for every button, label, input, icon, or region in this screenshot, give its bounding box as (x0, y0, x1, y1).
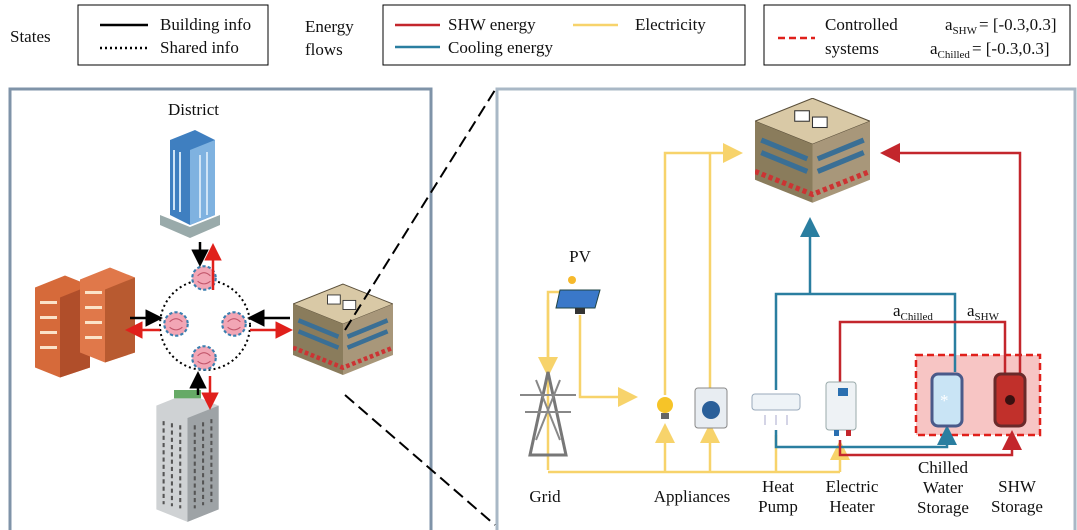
legend-title: Controlled (825, 15, 898, 34)
building-icon (35, 265, 135, 380)
device-label: Electric (826, 477, 879, 496)
device-label: Chilled (918, 458, 969, 477)
shw-flows (838, 143, 1022, 457)
device-label: Heat (762, 477, 794, 496)
device-label: Heater (829, 497, 875, 516)
device-icons: * (520, 276, 1027, 457)
building-icon (755, 98, 870, 203)
action-label: aSHW (967, 301, 1000, 323)
legend-title: flows (305, 40, 343, 59)
system-panel (495, 87, 1077, 530)
device-label: Storage (991, 497, 1043, 516)
electricity-flows (538, 143, 850, 474)
device-label: Storage (917, 498, 969, 517)
device-label: Pump (758, 497, 798, 516)
zoom-lines (344, 89, 496, 526)
legend-box (382, 4, 746, 66)
legend-item: Electricity (635, 15, 706, 34)
district-panel (8, 87, 433, 530)
building-icon (155, 390, 220, 523)
action-label: aChilled (893, 301, 933, 323)
device-label: SHW (998, 477, 1037, 496)
device-label: Water (923, 478, 963, 497)
svg-text:*: * (940, 391, 949, 410)
legend-title: States (10, 27, 51, 46)
cooling-flows (774, 217, 957, 449)
device-label: PV (569, 247, 591, 266)
agent-icon (163, 311, 189, 337)
agent-icon (221, 311, 247, 337)
device-label: Grid (529, 487, 561, 506)
legend-box (763, 4, 1071, 66)
legend-title: Energy (305, 17, 354, 36)
legend-title: systems (825, 39, 879, 58)
building-icon (160, 130, 220, 239)
action-range: aSHW = [-0.3,0.3] (945, 15, 1057, 37)
legend-item: Shared info (160, 38, 239, 57)
building-icon (293, 284, 393, 375)
device-label: Appliances (654, 487, 730, 506)
panel-title: District (168, 100, 219, 119)
agent-icon (191, 345, 217, 371)
legend-item: SHW energy (448, 15, 536, 34)
agent-arrows (125, 242, 293, 410)
action-range: aChilled = [-0.3,0.3] (930, 39, 1050, 61)
legend-box (77, 4, 269, 66)
legend-item: Cooling energy (448, 38, 553, 57)
legend-item: Building info (160, 15, 251, 34)
